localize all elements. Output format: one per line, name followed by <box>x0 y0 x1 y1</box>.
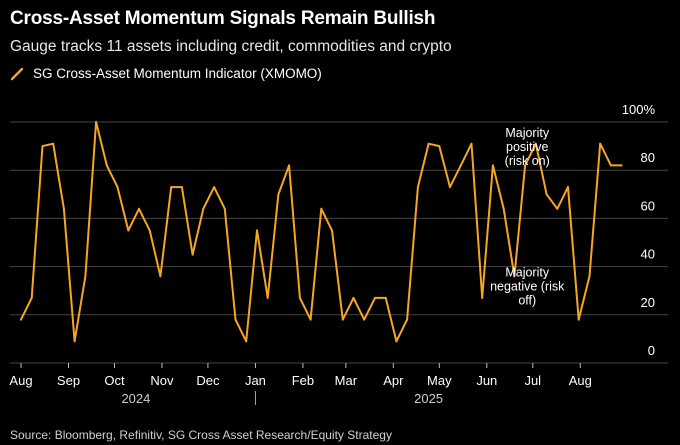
data-point-29 <box>331 229 333 232</box>
y-tick-label-40: 40 <box>641 247 655 262</box>
y-tick-label-60: 60 <box>641 198 655 213</box>
data-point-31 <box>352 296 355 299</box>
y-tick-label-20: 20 <box>641 295 655 310</box>
data-point-41 <box>459 164 462 167</box>
grid-lines <box>10 121 668 364</box>
data-point-54 <box>599 142 602 145</box>
data-point-30 <box>341 318 344 321</box>
data-point-39 <box>438 145 441 148</box>
legend-swatch-icon <box>10 67 24 80</box>
data-point-24 <box>277 193 280 196</box>
data-point-53 <box>588 275 591 278</box>
x-tick-label-oct-2: Oct <box>104 373 125 388</box>
data-point-19 <box>223 207 226 210</box>
data-point-33 <box>374 296 376 299</box>
data-point-28 <box>320 207 323 210</box>
annotation-1-line-0: Majority <box>505 266 550 280</box>
y-axis-labels: 0 20 40 60 80 100% <box>622 102 656 358</box>
data-point-34 <box>384 296 387 299</box>
chart-title: Cross-Asset Momentum Signals Remain Bull… <box>10 8 436 29</box>
data-point-3 <box>52 142 55 145</box>
chart-subtitle: Gauge tracks 11 assets including credit,… <box>10 38 452 55</box>
data-point-2 <box>41 145 44 148</box>
annotation-1-line-1: negative (risk <box>490 280 565 294</box>
data-point-8 <box>105 164 108 167</box>
data-point-48 <box>534 142 537 145</box>
data-point-35 <box>395 340 398 343</box>
data-point-43 <box>481 296 484 299</box>
data-point-56 <box>620 164 623 167</box>
legend-label: SG Cross-Asset Momentum Indicator (XMOMO… <box>33 66 322 81</box>
data-point-22 <box>256 229 258 232</box>
data-point-42 <box>470 142 473 145</box>
data-point-45 <box>502 207 505 210</box>
source-note: Source: Bloomberg, Refinitiv, SG Cross A… <box>10 428 392 442</box>
data-point-26 <box>298 296 301 299</box>
x-tick-label-jan-5: Jan <box>245 373 266 388</box>
data-point-47 <box>524 164 527 167</box>
data-point-7 <box>95 121 98 123</box>
data-point-44 <box>491 164 494 167</box>
data-point-20 <box>234 318 237 321</box>
data-point-16 <box>191 253 194 256</box>
data-points <box>20 121 623 343</box>
y-tick-label-100: 100% <box>622 102 656 117</box>
data-point-14 <box>170 186 173 189</box>
data-point-4 <box>62 207 65 210</box>
x-tick-label-aug-0: Aug <box>9 373 32 388</box>
x-tick-label-jun-10: Jun <box>476 373 497 388</box>
data-point-5 <box>73 340 76 343</box>
data-point-40 <box>449 186 451 189</box>
data-point-13 <box>159 275 162 278</box>
data-point-1 <box>30 296 33 299</box>
annotation-0-line-2: (risk on) <box>505 154 550 168</box>
data-point-12 <box>148 229 151 232</box>
data-point-6 <box>84 275 87 278</box>
year-label-2024: 2024 <box>121 391 150 406</box>
data-point-51 <box>567 186 569 189</box>
data-point-25 <box>288 164 291 167</box>
x-tick-label-nov-3: Nov <box>150 373 174 388</box>
y-tick-label-0: 0 <box>648 343 655 358</box>
data-point-46 <box>513 275 516 278</box>
x-axis-ticks <box>20 363 581 368</box>
x-tick-label-feb-6: Feb <box>292 373 314 388</box>
data-point-49 <box>545 193 548 196</box>
data-point-38 <box>427 142 430 145</box>
data-point-15 <box>180 186 183 189</box>
annotation-0-line-1: positive <box>506 140 548 154</box>
data-point-21 <box>245 340 248 343</box>
data-point-37 <box>416 186 419 189</box>
x-tick-label-apr-8: Apr <box>383 373 404 388</box>
data-point-27 <box>309 318 312 321</box>
legend: SG Cross-Asset Momentum Indicator (XMOMO… <box>10 66 322 81</box>
x-tick-label-sep-1: Sep <box>57 373 80 388</box>
x-tick-label-may-9: May <box>427 373 452 388</box>
data-point-23 <box>266 296 269 299</box>
data-point-0 <box>20 318 22 321</box>
x-tick-label-jul-11: Jul <box>524 373 541 388</box>
data-point-55 <box>609 164 612 167</box>
data-point-17 <box>202 207 205 210</box>
x-tick-label-dec-4: Dec <box>196 373 220 388</box>
data-point-32 <box>363 318 366 321</box>
x-axis-labels: Aug Sep Oct Nov Dec Jan Feb Mar Apr May Jun Jul Aug <box>9 373 591 388</box>
year-label-2025: 2025 <box>414 391 443 406</box>
data-point-52 <box>577 318 580 321</box>
data-point-36 <box>406 318 409 321</box>
x-tick-label-mar-7: Mar <box>335 373 358 388</box>
year-labels: 2024 2025 <box>121 391 443 406</box>
data-point-50 <box>556 207 559 210</box>
data-point-11 <box>138 207 140 210</box>
annotation-0-line-0: Majority <box>505 126 550 140</box>
x-tick-label-aug-12: Aug <box>569 373 592 388</box>
data-point-10 <box>127 229 130 232</box>
annotation-1-line-2: off) <box>518 294 536 308</box>
data-point-9 <box>116 186 119 189</box>
y-tick-label-80: 80 <box>641 150 655 165</box>
data-point-18 <box>213 186 216 189</box>
